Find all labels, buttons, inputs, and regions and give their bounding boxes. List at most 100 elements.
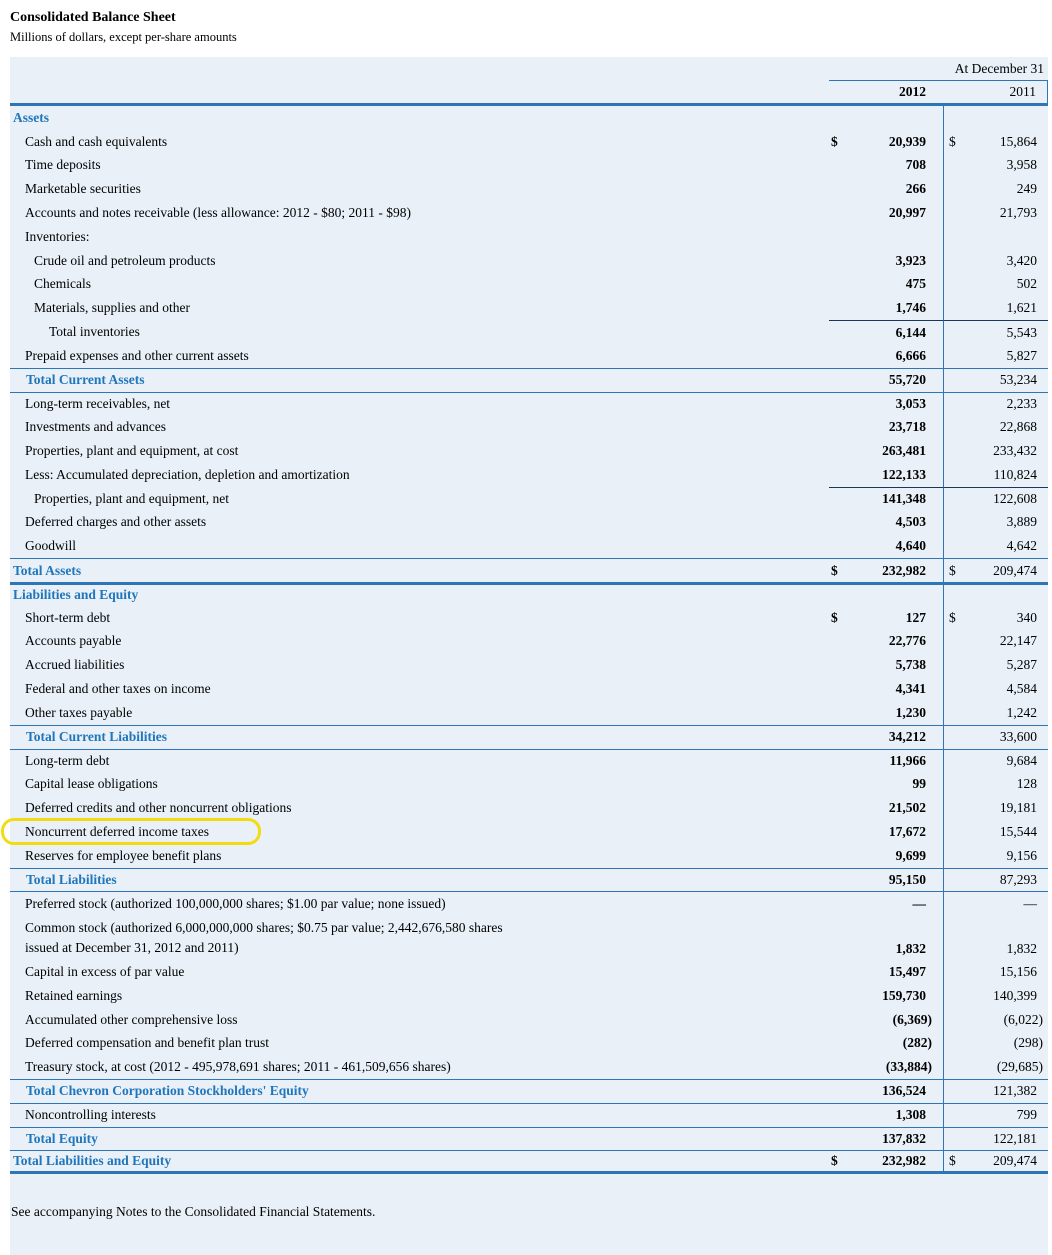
- value-2012: 34,212: [888, 729, 926, 745]
- row-label-cell: Capital lease obligations: [10, 772, 829, 796]
- row-label-cell: Total inventories: [10, 320, 829, 344]
- value-2011: 1,621: [1006, 300, 1037, 316]
- dollar-sign-2012: $: [831, 562, 838, 578]
- value-2011: (298): [1013, 1035, 1043, 1051]
- page-subtitle: Millions of dollars, except per-share am…: [10, 30, 237, 44]
- value-2012: 232,982: [882, 562, 926, 578]
- row-label-cell: Total Liabilities: [10, 869, 829, 892]
- table-row: Less: Accumulated depreciation, depletio…: [10, 462, 1048, 487]
- value-2011-cell: (6,022): [943, 1007, 1048, 1032]
- value-2012-cell: 6,144: [829, 320, 943, 344]
- value-2012-cell: 136,524: [829, 1080, 943, 1103]
- value-2012-cell: 1,832: [829, 915, 943, 960]
- row-label: Assets: [13, 109, 49, 125]
- value-2011-cell: 140,399: [943, 983, 1048, 1008]
- row-label: Total Liabilities and Equity: [13, 1153, 172, 1169]
- value-2012-cell: 475: [829, 273, 943, 297]
- row-label-cell: Noncurrent deferred income taxes: [1, 818, 829, 846]
- value-2011: 122,608: [993, 491, 1037, 507]
- table-row: Total Current Liabilities 34,212 33,600: [10, 724, 1048, 749]
- value-2011: 233,432: [993, 443, 1037, 459]
- row-label: Accounts payable: [25, 633, 122, 649]
- value-2012: 266: [905, 181, 926, 197]
- value-2012-cell: 1,746: [829, 296, 943, 320]
- value-2012: —: [912, 895, 927, 911]
- value-2011-cell: 502: [943, 272, 1048, 297]
- value-2011-cell: 5,287: [943, 653, 1048, 678]
- value-2011-cell: 3,889: [943, 510, 1048, 535]
- value-2012: 137,832: [882, 1131, 926, 1147]
- row-label-cell: Total Chevron Corporation Stockholders' …: [10, 1080, 829, 1103]
- table-row: Accounts and notes receivable (less allo…: [10, 201, 1048, 225]
- value-2011-cell: —: [943, 892, 1048, 916]
- balance-sheet-table: At December 31 2012 2011 Assets Cash and…: [1, 57, 1048, 1255]
- row-label: Accumulated other comprehensive loss: [25, 1011, 238, 1027]
- value-2011: 1,242: [1006, 704, 1037, 720]
- value-2012-cell: 4,640: [829, 534, 943, 558]
- value-2011: 209,474: [993, 1153, 1037, 1169]
- value-2011: 3,889: [1006, 514, 1037, 530]
- dollar-sign-2012: $: [831, 133, 838, 149]
- value-2012-cell: (282): [829, 1031, 943, 1055]
- table-row: Noncontrolling interests 1,308 799: [10, 1102, 1048, 1127]
- value-2011: 110,824: [993, 466, 1037, 482]
- value-2012-cell: 5,738: [829, 653, 943, 677]
- value-2012: 55,720: [888, 372, 926, 388]
- dollar-sign-2012: $: [831, 609, 838, 625]
- row-label-cell: Long-term receivables, net: [10, 393, 829, 416]
- value-2012: (6,369): [892, 1011, 932, 1027]
- value-2011: 140,399: [993, 987, 1037, 1003]
- value-2012: 127: [905, 609, 926, 625]
- value-2012-cell: 1,308: [829, 1104, 943, 1127]
- row-label-line2: issued at December 31, 2012 and 2011): [25, 939, 239, 955]
- value-2012: 17,672: [888, 823, 926, 839]
- value-2012: 6,144: [895, 324, 926, 340]
- value-2011-cell: 87,293: [943, 868, 1048, 892]
- value-2012: 708: [905, 157, 926, 173]
- value-2012: 20,997: [888, 205, 926, 221]
- value-2011-cell: 22,147: [943, 629, 1048, 654]
- row-label: Noncontrolling interests: [25, 1107, 156, 1123]
- value-2011-cell: 53,234: [943, 368, 1048, 392]
- footnote: See accompanying Notes to the Consolidat…: [11, 1204, 376, 1220]
- value-2011-cell: 21,793: [943, 201, 1048, 225]
- row-label: Investments and advances: [25, 419, 166, 435]
- value-2012: 5,738: [895, 657, 926, 673]
- year-header-row: 2012 2011: [10, 81, 1048, 106]
- row-label: Properties, plant and equipment, net: [34, 490, 229, 506]
- row-label: Reserves for employee benefit plans: [25, 847, 222, 863]
- value-2012-cell: 266: [829, 177, 943, 201]
- value-2011: 1,832: [1006, 941, 1037, 957]
- row-label-cell: Crude oil and petroleum products: [10, 249, 829, 273]
- value-2011: 121,382: [993, 1083, 1037, 1099]
- value-2012-cell: 6,666: [829, 344, 943, 368]
- value-2011-cell: $ 15,864: [943, 129, 1048, 154]
- value-2011: 53,234: [999, 372, 1037, 388]
- table-row: Capital in excess of par value 15,497 15…: [10, 960, 1048, 984]
- value-2011-cell: 3,958: [943, 153, 1048, 178]
- row-label-cell: Reserves for employee benefit plans: [10, 844, 829, 868]
- value-2012: 159,730: [882, 987, 926, 1003]
- row-label: Properties, plant and equipment, at cost: [25, 443, 239, 459]
- value-2011: 15,544: [999, 823, 1037, 839]
- row-label-cell: Liabilities and Equity: [10, 585, 829, 606]
- period-header-row: At December 31: [10, 57, 1048, 81]
- value-2012-cell: 99: [829, 772, 943, 796]
- value-2011-cell: [943, 106, 1048, 130]
- value-2012-cell: $ 20,939: [829, 130, 943, 154]
- value-2011: 5,543: [1006, 324, 1037, 340]
- row-label: Retained earnings: [25, 987, 123, 1003]
- value-2012-cell: 1,230: [829, 701, 943, 725]
- row-label: Deferred compensation and benefit plan t…: [25, 1035, 270, 1051]
- table-row: Reserves for employee benefit plans 9,69…: [10, 843, 1048, 868]
- row-label-cell: Time deposits: [10, 154, 829, 178]
- table-row: Total Equity 137,832 122,181: [10, 1126, 1048, 1151]
- value-2011-cell: $ 340: [943, 605, 1048, 630]
- row-label-cell: Federal and other taxes on income: [10, 677, 829, 701]
- row-label: Total Current Liabilities: [26, 729, 168, 745]
- value-2011-cell: 5,543: [943, 320, 1048, 344]
- row-label-cell: Marketable securities: [10, 177, 829, 201]
- value-2012: 6,666: [895, 347, 926, 363]
- row-label-cell: Preferred stock (authorized 100,000,000 …: [10, 892, 829, 915]
- value-2011-cell: 15,544: [943, 819, 1048, 844]
